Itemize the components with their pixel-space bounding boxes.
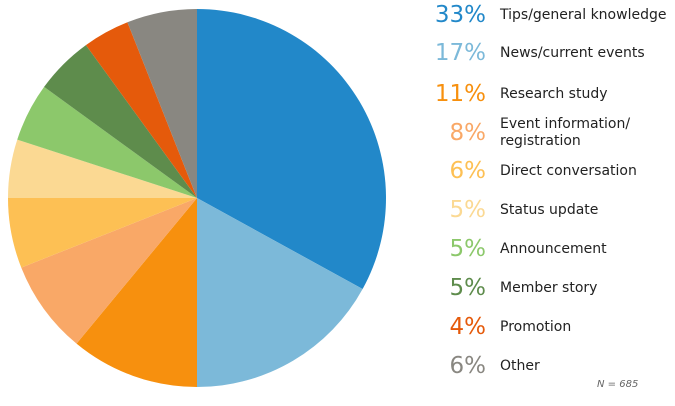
legend-label: News/current events	[500, 44, 645, 61]
legend-label: Event information/ registration	[500, 116, 631, 149]
legend-label: Research study	[500, 85, 608, 102]
legend-label: Announcement	[500, 240, 607, 257]
legend-item: 5% Member story	[420, 275, 675, 301]
legend-item: 33% Tips/general knowledge	[420, 2, 675, 28]
legend-item: 6% Other	[420, 353, 675, 379]
pie-slice-0	[197, 9, 386, 290]
legend-item: 4% Promotion	[420, 314, 675, 340]
chart-legend: 33% Tips/general knowledge 17% News/current…	[420, 0, 675, 406]
legend-label: Status update	[500, 201, 599, 218]
legend-percent: 5%	[449, 196, 487, 223]
legend-percent: 17%	[434, 39, 486, 66]
pie-slice-6	[17, 86, 197, 198]
pie-slice-2	[76, 198, 197, 387]
legend-label: Other	[500, 357, 540, 374]
legend-item: 17% News/current events	[420, 40, 675, 66]
legend-percent: 5%	[449, 235, 487, 262]
sample-size-note: N = 685	[597, 379, 639, 390]
legend-label: Member story	[500, 279, 598, 296]
legend-percent: 11%	[434, 80, 486, 107]
legend-label: Tips/general knowledge	[500, 6, 667, 23]
pie-slice-8	[85, 22, 197, 198]
pie-slice-3	[21, 198, 197, 344]
legend-label: Promotion	[500, 318, 572, 335]
legend-percent: 6%	[449, 352, 487, 379]
pie-slice-1	[197, 198, 363, 387]
legend-percent: 5%	[449, 274, 487, 301]
legend-item: 11% Research study	[420, 81, 675, 107]
legend-percent: 4%	[449, 313, 487, 340]
legend-item: 5% Announcement	[420, 236, 675, 262]
legend-item: 8% Event information/ registration	[420, 116, 675, 150]
legend-item: 5% Status update	[420, 197, 675, 223]
legend-percent: 6%	[449, 157, 487, 184]
legend-item: 6% Direct conversation	[420, 158, 675, 184]
pie-slice-4	[8, 198, 197, 268]
pie-slice-7	[44, 45, 197, 198]
legend-percent: 8%	[449, 119, 487, 146]
legend-label: Direct conversation	[500, 162, 637, 179]
pie-chart	[8, 8, 386, 387]
legend-percent: 33%	[434, 1, 486, 28]
pie-slice-5	[8, 139, 197, 198]
pie-slice-9	[127, 8, 197, 198]
